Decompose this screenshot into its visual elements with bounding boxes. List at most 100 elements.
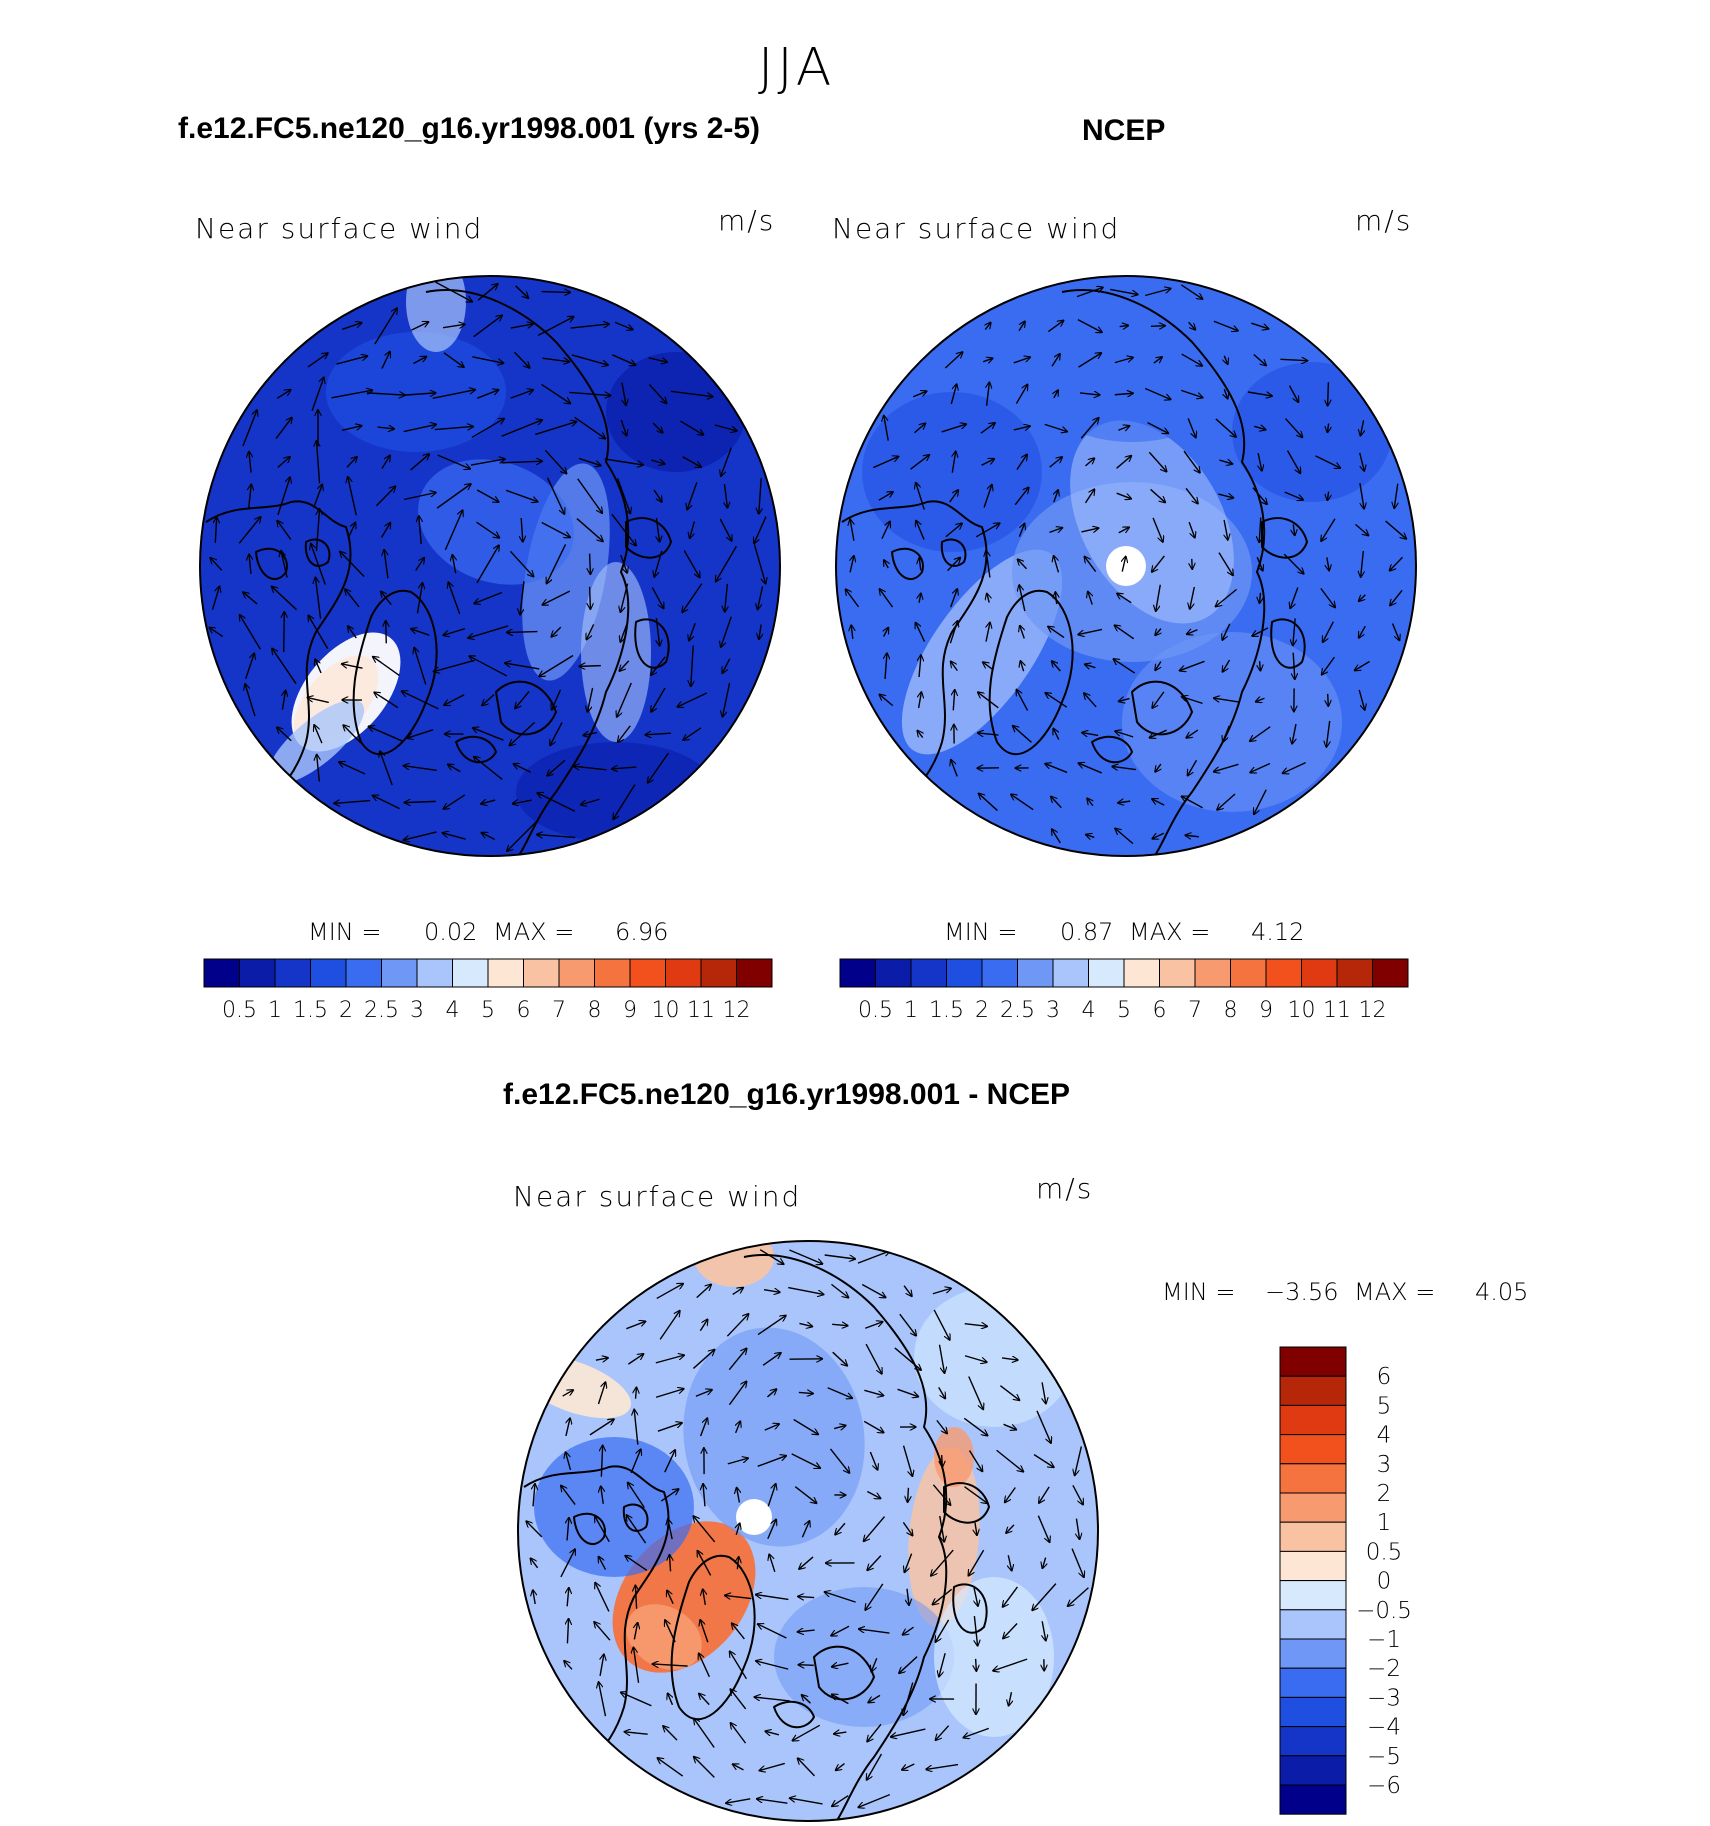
obs-colorbar-tick-label: 2.5 (1000, 998, 1035, 1023)
model-min-label: MIN = (308, 918, 382, 946)
model-colorbar-box (345, 958, 382, 988)
model-colorbar-box (203, 958, 240, 988)
obs-colorbar-tick-label: 2 (975, 998, 989, 1023)
model-colorbar-tick-label: 1 (268, 998, 282, 1023)
diff-colorbar-tick-label: 6 (1377, 1364, 1392, 1390)
diff-max-label: MAX = (1354, 1278, 1436, 1306)
obs-colorbar-box (1052, 958, 1089, 988)
diff-colorbar-tick-label: 5 (1377, 1393, 1392, 1419)
model-colorbar-tick-label: 4 (446, 998, 460, 1023)
diff-colorbar-tick-label: −4 (1367, 1715, 1401, 1741)
diff-colorbar-box (1279, 1726, 1347, 1757)
model-colorbar-box (629, 958, 666, 988)
diff-colorbar-box (1279, 1755, 1347, 1786)
diff-units-label: m/s (1036, 1172, 1094, 1205)
model-colorbar-tick-label: 0.5 (222, 998, 257, 1023)
obs-colorbar: 0.5 1 1.5 2 2.5 3 4 5 6 7 8 9 10 11 12 (839, 958, 1409, 1023)
obs-colorbar-box (839, 958, 876, 988)
model-units-label: m/s (718, 204, 776, 237)
obs-colorbar-box (1230, 958, 1267, 988)
model-colorbar-box (700, 958, 737, 988)
model-colorbar-tick-label: 2.5 (364, 998, 399, 1023)
diff-colorbar-tick-label: 1 (1377, 1510, 1392, 1536)
obs-colorbar-box (1123, 958, 1160, 988)
model-colorbar-tick-label: 10 (652, 998, 680, 1023)
diff-wind-vectors (526, 1249, 1089, 1808)
diff-colorbar-box (1279, 1521, 1347, 1552)
diff-colorbar-box (1279, 1492, 1347, 1523)
model-colorbar-box (594, 958, 631, 988)
obs-field-layer (836, 276, 1416, 856)
obs-colorbar-tick-label: 0.5 (858, 998, 893, 1023)
obs-max-label: MAX = (1129, 918, 1211, 946)
model-colorbar-box (558, 958, 595, 988)
model-colorbar-box (523, 958, 560, 988)
diff-min-value: −3.56 (1265, 1278, 1339, 1306)
obs-colorbar-tick-label: 1 (904, 998, 918, 1023)
obs-colorbar-box (1017, 958, 1054, 988)
diff-colorbar-box (1279, 1346, 1347, 1377)
obs-polar-map (835, 275, 1417, 857)
obs-variable-label: Near surface wind (832, 212, 1121, 245)
obs-min-value: 0.87 (1060, 918, 1114, 946)
obs-colorbar-box (1159, 958, 1196, 988)
obs-colorbar-tick-label: 10 (1288, 998, 1316, 1023)
diff-colorbar-tick-label: 2 (1377, 1481, 1392, 1507)
obs-colorbar-tick-label: 6 (1153, 998, 1167, 1023)
model-colorbar: 0.5 1 1.5 2 2.5 3 4 5 6 7 8 9 10 11 12 (203, 958, 773, 1023)
obs-colorbar-box (1194, 958, 1231, 988)
model-colorbar-tick-label: 8 (588, 998, 602, 1023)
diff-polar-map (517, 1240, 1099, 1822)
obs-colorbar-tick-label: 3 (1046, 998, 1060, 1023)
obs-colorbar-box (1301, 958, 1338, 988)
model-min-value: 0.02 (424, 918, 478, 946)
diff-colorbar-tick-label: −1 (1367, 1627, 1401, 1653)
diff-colorbar-box (1279, 1463, 1347, 1494)
model-colorbar-box (736, 958, 773, 988)
model-map-border (199, 275, 781, 857)
obs-colorbar-box (946, 958, 983, 988)
model-wind-vectors (209, 281, 766, 851)
diff-colorbar-tick-label: 0.5 (1366, 1539, 1403, 1565)
obs-colorbar-tick-label: 11 (1323, 998, 1351, 1023)
obs-colorbar-box (1336, 958, 1373, 988)
model-colorbar-tick-label: 2 (339, 998, 353, 1023)
diff-coastlines (523, 1254, 990, 1821)
diff-colorbar-tick-label: −0.5 (1356, 1598, 1412, 1624)
diff-panel-title: f.e12.FC5.ne120_g16.yr1998.001 - NCEP (503, 1078, 1070, 1111)
obs-min-label: MIN = (944, 918, 1018, 946)
obs-colorbar-tick-label: 1.5 (929, 998, 964, 1023)
obs-colorbar-box (875, 958, 912, 988)
model-colorbar-tick-label: 12 (723, 998, 751, 1023)
diff-min-label: MIN = (1162, 1278, 1236, 1306)
model-colorbar-tick-label: 11 (687, 998, 715, 1023)
model-colorbar-tick-label: 5 (481, 998, 495, 1023)
obs-colorbar-tick-label: 7 (1188, 998, 1202, 1023)
model-colorbar-tick-label: 1.5 (293, 998, 328, 1023)
obs-colorbar-box (1265, 958, 1302, 988)
diff-colorbar-box (1279, 1609, 1347, 1640)
diff-variable-label: Near surface wind (513, 1180, 802, 1213)
diff-colorbar-tick-label: 4 (1377, 1423, 1392, 1449)
diff-colorbar-tick-label: −6 (1367, 1773, 1401, 1799)
diff-colorbar-box (1279, 1784, 1347, 1815)
model-max-label: MAX = (493, 918, 575, 946)
model-colorbar-box (310, 958, 347, 988)
model-colorbar-box (487, 958, 524, 988)
diff-colorbar-tick-label: −5 (1367, 1744, 1401, 1770)
model-colorbar-tick-label: 9 (623, 998, 637, 1023)
diff-colorbar-box (1279, 1404, 1347, 1436)
diff-colorbar-box (1279, 1696, 1347, 1728)
obs-map-border (835, 275, 1417, 857)
diff-map-border (517, 1240, 1099, 1822)
obs-colorbar-box (981, 958, 1018, 988)
model-colorbar-box (274, 958, 311, 988)
model-polar-map (199, 275, 781, 857)
obs-colorbar-box (1088, 958, 1125, 988)
obs-wind-vectors (845, 284, 1406, 845)
diff-colorbar-tick-label: −2 (1367, 1656, 1401, 1682)
obs-colorbar-tick-label: 9 (1259, 998, 1273, 1023)
diff-colorbar-tick-label: 3 (1377, 1452, 1392, 1478)
obs-panel-title: NCEP (1082, 114, 1166, 147)
obs-coastlines (841, 289, 1308, 856)
